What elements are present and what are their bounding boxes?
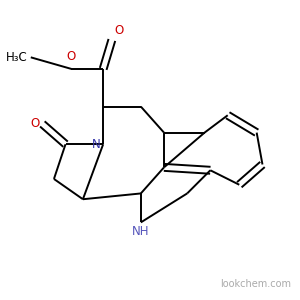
- Text: O: O: [115, 24, 124, 37]
- Text: NH: NH: [132, 225, 150, 238]
- Text: N: N: [92, 138, 100, 151]
- Text: O: O: [30, 117, 40, 130]
- Text: lookchem.com: lookchem.com: [220, 279, 291, 289]
- Text: O: O: [67, 50, 76, 63]
- Text: H₃C: H₃C: [6, 51, 28, 64]
